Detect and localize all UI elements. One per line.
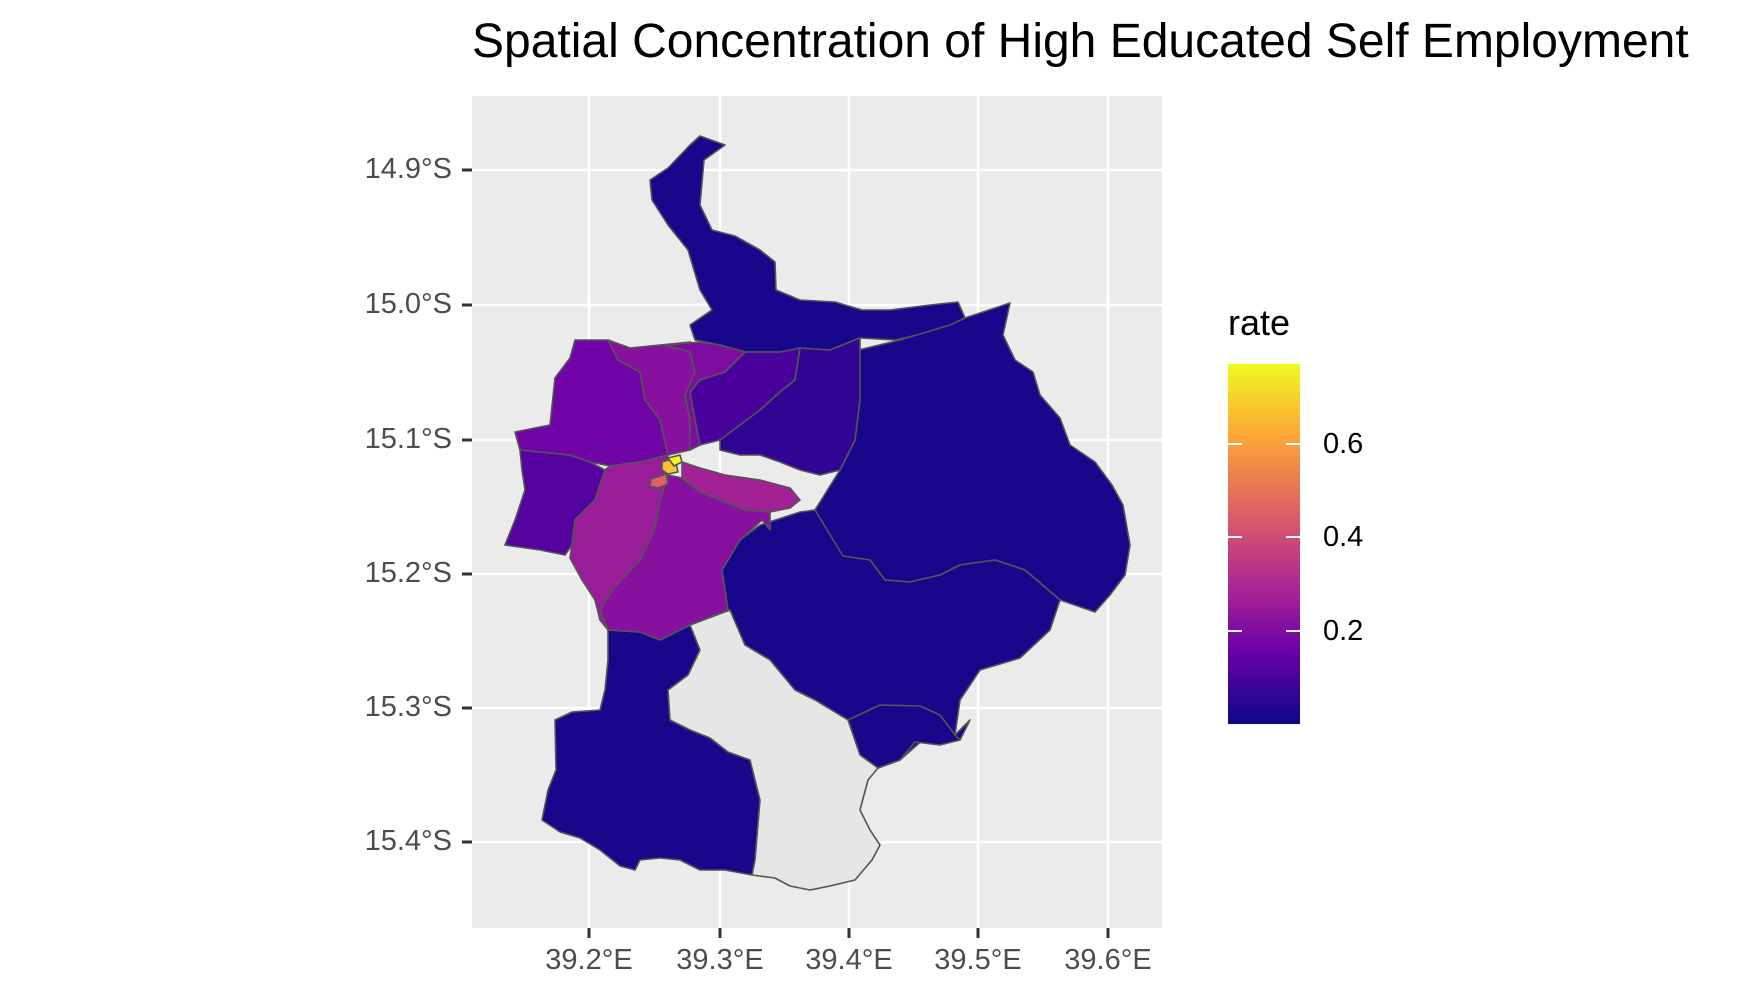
legend-colorbar	[1228, 364, 1300, 724]
x-tick-label-5: 39.6°E	[1064, 944, 1152, 976]
y-tick-label-3: 15.1°S	[364, 423, 452, 455]
y-tick-label-6: 15.4°S	[364, 825, 452, 857]
region-sw-central[interactable]	[569, 454, 669, 631]
legend-label-0.6: 0.6	[1323, 428, 1364, 460]
region-west-edge[interactable]	[504, 449, 606, 556]
chart-title: Spatial Concentration of High Educated S…	[472, 15, 1689, 68]
map-regions	[504, 135, 1131, 891]
legend-label-0.2: 0.2	[1323, 615, 1364, 647]
x-tick-label-3: 39.4°E	[805, 944, 893, 976]
legend-label-0.4: 0.4	[1323, 521, 1364, 553]
legend-title: rate	[1228, 302, 1291, 343]
region-north-east-central[interactable]	[719, 337, 861, 476]
x-tick-label-4: 39.5°E	[934, 944, 1022, 976]
x-tick-label-1: 39.2°E	[545, 944, 633, 976]
legend-ticks	[1228, 443, 1300, 632]
x-tick-label-2: 39.3°E	[676, 944, 764, 976]
region-south-missing[interactable]	[667, 609, 881, 891]
y-tick-label-5: 15.3°S	[364, 691, 452, 723]
axis-ticks-y	[462, 168, 472, 844]
region-core-a[interactable]	[649, 473, 669, 489]
y-tick-label-2: 15.0°S	[364, 288, 452, 320]
axis-ticks-x	[587, 928, 1110, 938]
region-core-c[interactable]	[667, 454, 683, 467]
y-tick-label-1: 14.9°S	[364, 153, 452, 185]
y-tick-label-4: 15.2°S	[364, 557, 452, 589]
